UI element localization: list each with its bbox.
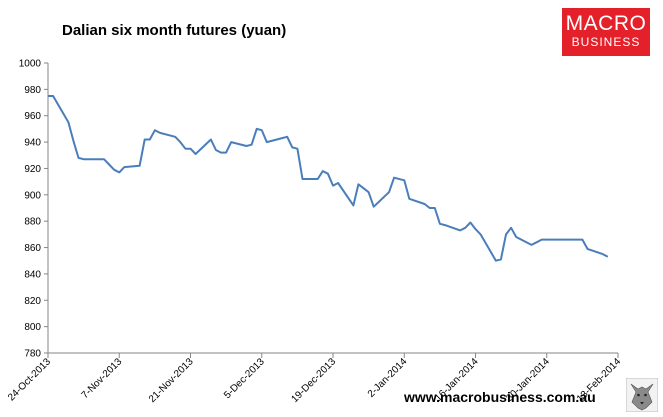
y-tick-label: 840 xyxy=(24,269,41,280)
chart-title: Dalian six month futures (yuan) xyxy=(62,22,287,39)
x-tick-label: 5-Dec-2013 xyxy=(222,356,267,401)
y-tick-label: 860 xyxy=(24,243,41,254)
y-tick-label: 920 xyxy=(24,164,41,175)
y-tick-label: 880 xyxy=(24,217,41,228)
x-tick-label: 7-Nov-2013 xyxy=(80,356,125,401)
y-tick-label: 820 xyxy=(24,296,41,307)
series-line xyxy=(48,95,609,262)
wolf-logo-icon xyxy=(625,377,659,413)
x-tick-label: 24-Oct-2013 xyxy=(6,356,53,403)
macrobusiness-logo: MACRO BUSINESS xyxy=(562,8,650,56)
y-axis: 780 800 820 840 860 880 900 920 940 960 980 1000 xyxy=(19,59,49,360)
x-tick-label: 21-Nov-2013 xyxy=(147,356,196,405)
logo-line1: MACRO xyxy=(565,12,647,35)
logo-line2: BUSINESS xyxy=(571,35,641,49)
y-tick-label: 980 xyxy=(24,85,41,96)
y-tick-label: 780 xyxy=(24,349,41,360)
series xyxy=(48,95,609,262)
y-tick-label: 800 xyxy=(24,322,41,333)
y-tick-label: 940 xyxy=(24,138,41,149)
y-tick-label: 900 xyxy=(24,190,41,201)
y-tick-label: 960 xyxy=(24,111,41,122)
x-tick-label: 19-Dec-2013 xyxy=(289,356,338,405)
y-tick-label: 1000 xyxy=(19,59,42,70)
website-url: www.macrobusiness.com.au xyxy=(404,389,596,405)
